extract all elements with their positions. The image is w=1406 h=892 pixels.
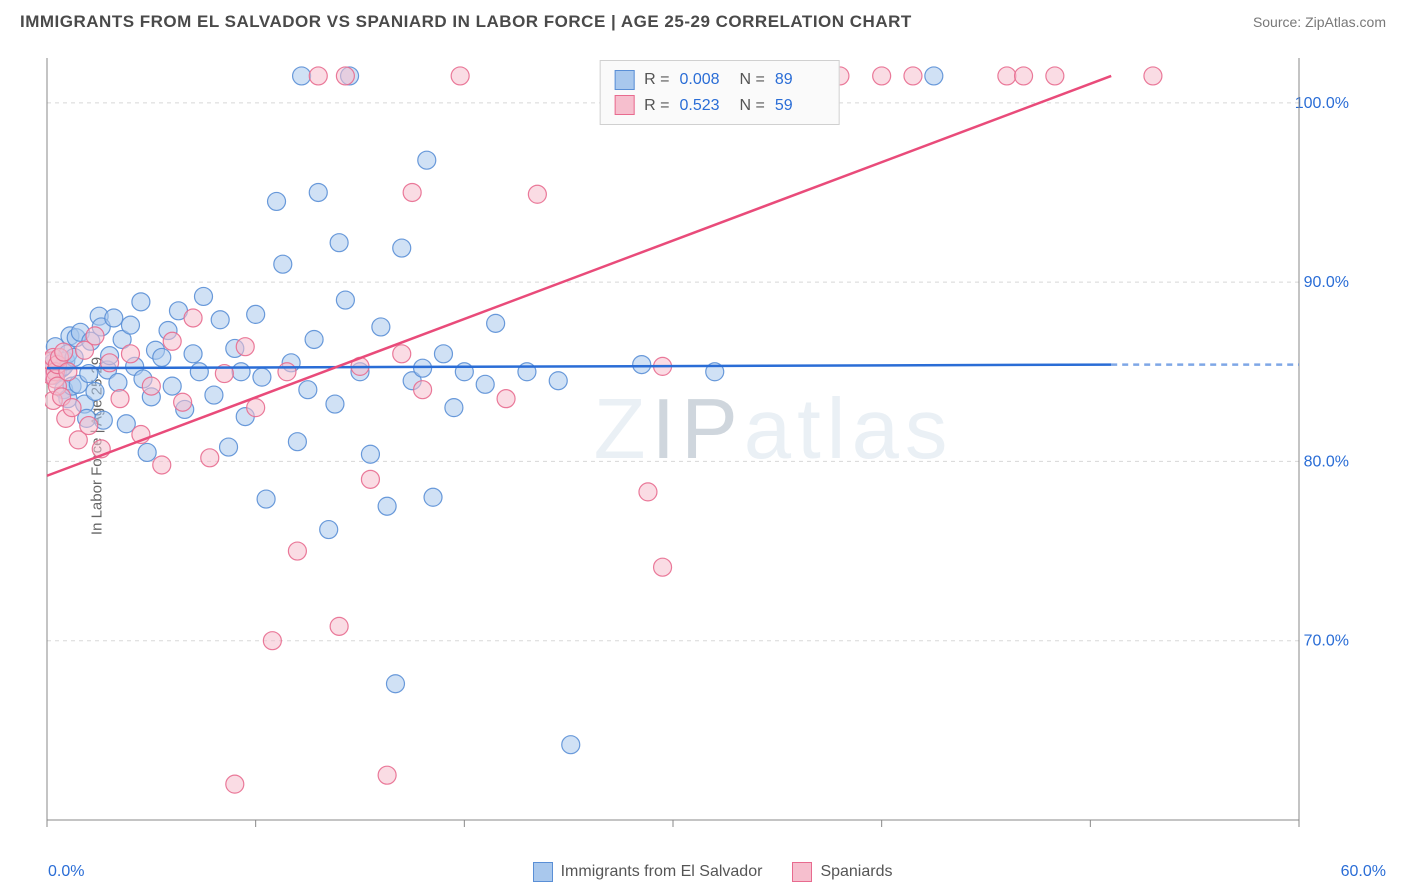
x-axis-min-label: 0.0% — [48, 863, 84, 881]
scatter-chart-svg: 70.0% 80.0% 90.0% 100.0% — [45, 50, 1394, 842]
svg-text:80.0%: 80.0% — [1304, 453, 1349, 470]
stats-legend-box: R = 0.008 N = 89 R = 0.523 N = 59 — [599, 60, 840, 125]
x-axis-max-label: 60.0% — [1341, 863, 1386, 881]
svg-text:70.0%: 70.0% — [1304, 633, 1349, 650]
legend-swatch-series-0 — [533, 862, 553, 882]
x-axis-legend-row: 0.0% Immigrants from El Salvador Spaniar… — [0, 862, 1406, 882]
legend-item-series-0: Immigrants from El Salvador — [533, 862, 763, 882]
header: IMMIGRANTS FROM EL SALVADOR VS SPANIARD … — [0, 0, 1406, 40]
source-attribution: Source: ZipAtlas.com — [1253, 14, 1386, 30]
n-value-series-1: 59 — [775, 93, 825, 119]
legend-label-series-0: Immigrants from El Salvador — [561, 863, 763, 881]
swatch-series-1 — [614, 95, 634, 115]
legend-swatch-series-1 — [792, 862, 812, 882]
svg-text:100.0%: 100.0% — [1295, 95, 1349, 112]
n-value-series-0: 89 — [775, 67, 825, 93]
chart-title: IMMIGRANTS FROM EL SALVADOR VS SPANIARD … — [20, 12, 912, 32]
chart-area: 70.0%80.0%90.0%100.0% ZIPatlas R = 0.008… — [45, 50, 1394, 842]
svg-text:90.0%: 90.0% — [1304, 274, 1349, 291]
r-value-series-0: 0.008 — [680, 67, 730, 93]
legend-label-series-1: Spaniards — [820, 863, 892, 881]
r-value-series-1: 0.523 — [680, 93, 730, 119]
swatch-series-0 — [614, 70, 634, 90]
stats-row-series-1: R = 0.523 N = 59 — [614, 93, 825, 119]
bottom-legend: Immigrants from El Salvador Spaniards — [533, 862, 893, 882]
legend-item-series-1: Spaniards — [792, 862, 892, 882]
stats-row-series-0: R = 0.008 N = 89 — [614, 67, 825, 93]
